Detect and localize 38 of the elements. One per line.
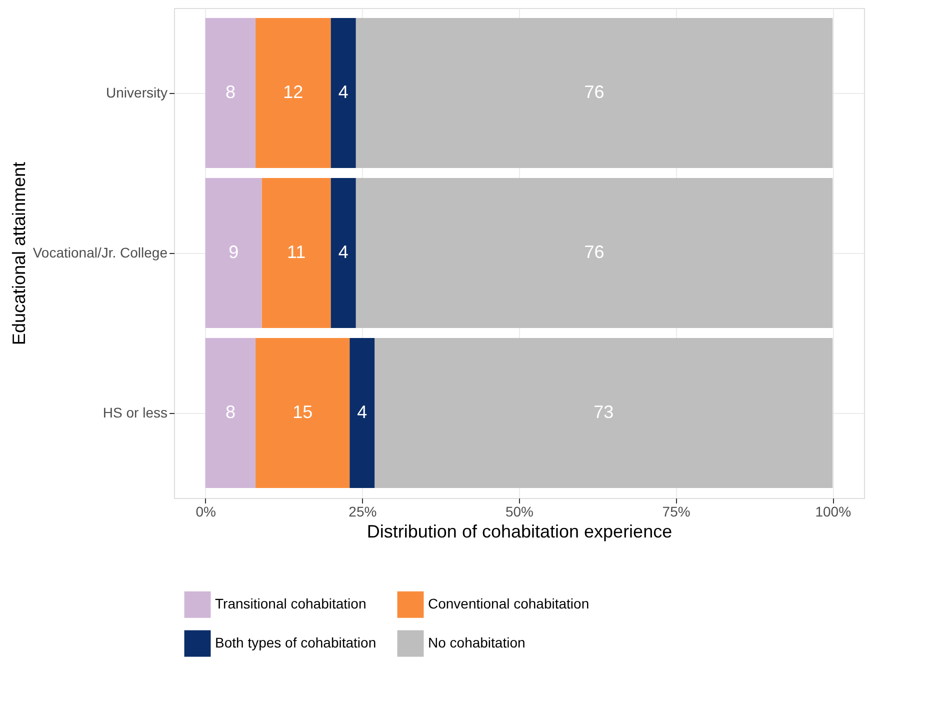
bar	[205, 178, 262, 328]
data-label: 12	[283, 82, 304, 102]
data-label: 4	[357, 402, 368, 422]
x-tick-label: 0%	[196, 504, 216, 520]
data-label: 8	[225, 402, 236, 422]
bar	[330, 18, 356, 168]
data-label: 11	[286, 242, 306, 262]
data-label: 76	[584, 82, 604, 102]
x-tick-label: 25%	[348, 504, 377, 520]
legend-label: Both types of cohabitation	[215, 634, 376, 650]
data-label: 15	[292, 402, 313, 422]
data-label: 4	[338, 242, 348, 262]
x-tick-label: 75%	[662, 504, 690, 520]
bar	[256, 18, 331, 168]
bar	[330, 178, 356, 328]
data-label: 4	[338, 82, 348, 102]
y-axis-title: Educational attainment	[8, 162, 29, 346]
bar	[256, 338, 350, 488]
bar	[205, 338, 256, 488]
data-label: 9	[228, 242, 239, 262]
x-axis-title: Distribution of cohabitation experience	[366, 522, 672, 542]
bar	[374, 338, 833, 488]
legend-label: No cohabitation	[428, 634, 526, 650]
legend-label: Conventional cohabitation	[428, 596, 590, 612]
x-tick-label: 100%	[815, 504, 852, 520]
y-tick-label: University	[106, 84, 168, 100]
data-label: 73	[594, 402, 614, 422]
y-tick-label: Vocational/Jr. College	[32, 244, 168, 260]
legend-label: Transitional cohabitation	[215, 596, 366, 612]
bar	[350, 338, 375, 488]
x-tick-label: 50%	[505, 504, 534, 520]
bar	[262, 178, 331, 328]
bar	[356, 178, 833, 328]
bar	[205, 18, 256, 168]
data-label: 8	[225, 82, 236, 102]
y-tick-label: HS or less	[102, 404, 168, 420]
bar	[356, 18, 833, 168]
data-label: 76	[584, 242, 604, 262]
